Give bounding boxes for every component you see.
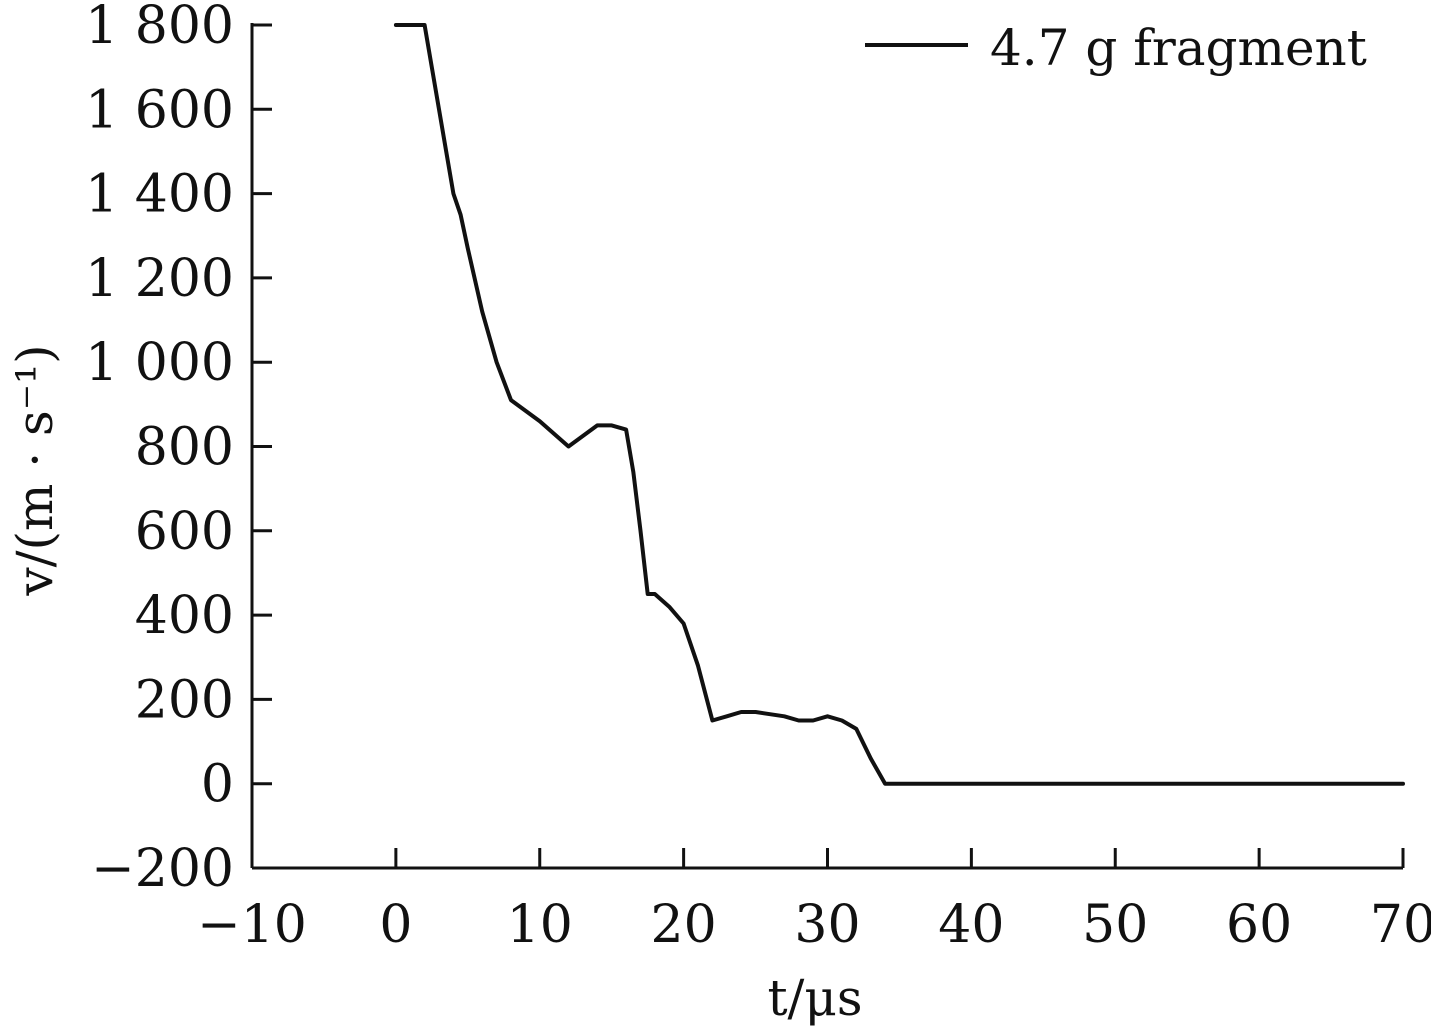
x-tick-label: 20	[651, 895, 717, 955]
y-tick-label: 1 400	[85, 165, 234, 225]
x-tick-label: 10	[507, 895, 573, 955]
legend-label: 4.7 g fragment	[990, 19, 1367, 77]
x-axis-ticks: −10 0 10 20 30 40 50 60 70	[197, 848, 1431, 955]
axes	[250, 23, 1403, 870]
legend: 4.7 g fragment	[865, 19, 1367, 77]
y-tick-label: 400	[135, 586, 234, 646]
x-tick-label: 30	[794, 895, 860, 955]
series-line-0	[393, 23, 1405, 786]
y-tick-label: 0	[201, 755, 234, 815]
y-tick-label: 200	[135, 670, 234, 730]
x-tick-label: 60	[1226, 895, 1292, 955]
x-tick-label: 50	[1082, 895, 1148, 955]
y-tick-label: 1 600	[85, 80, 234, 140]
y-tick-label: 1 000	[85, 333, 234, 393]
y-tick-label: 600	[135, 502, 234, 562]
y-tick-label: 1 200	[85, 249, 234, 309]
y-tick-label: −200	[91, 839, 234, 899]
series-layer	[393, 23, 1405, 786]
x-tick-label: 70	[1370, 895, 1431, 955]
x-tick-label: 0	[379, 895, 412, 955]
y-axis-title: v/(m · s⁻¹)	[6, 344, 64, 596]
x-tick-label: −10	[197, 895, 307, 955]
y-tick-label: 1 800	[85, 0, 234, 56]
x-axis-title: t/μs	[767, 969, 862, 1027]
y-tick-label: 800	[135, 418, 234, 478]
y-axis-ticks: −200 0 200 400 600 800 1 000 1 200 1 400 1 600 1 8…	[85, 0, 272, 899]
x-tick-label: 40	[938, 895, 1004, 955]
